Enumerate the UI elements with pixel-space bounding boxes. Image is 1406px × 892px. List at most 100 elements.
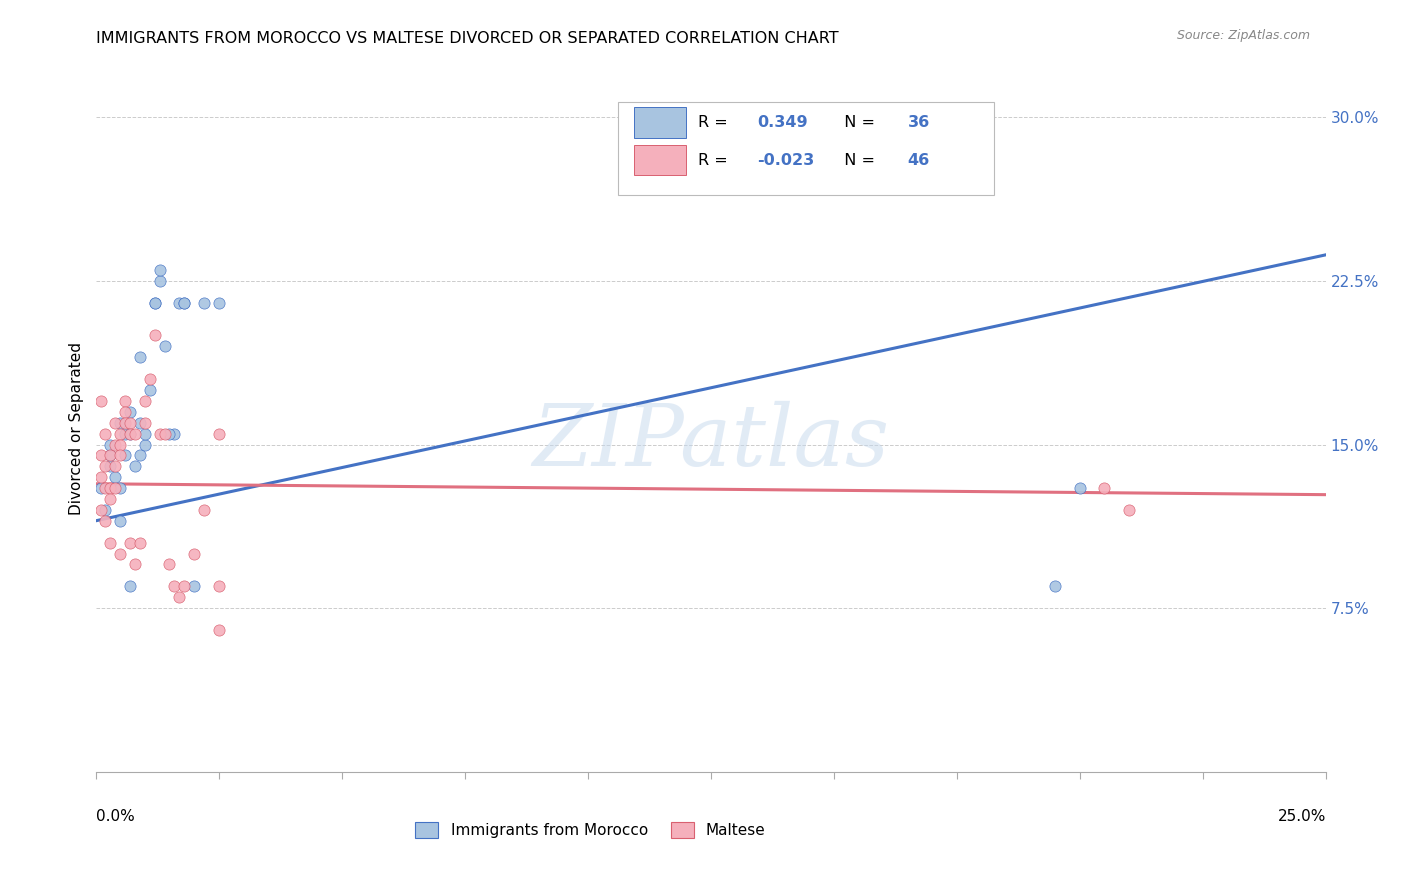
Text: Source: ZipAtlas.com: Source: ZipAtlas.com: [1177, 29, 1310, 42]
Point: [149, 274, 172, 288]
Legend: Immigrants from Morocco, Maltese: Immigrants from Morocco, Maltese: [409, 816, 772, 844]
Text: 36: 36: [908, 115, 929, 130]
Point: [90, 449, 112, 463]
Point: [94, 426, 117, 441]
Text: 0.349: 0.349: [758, 115, 808, 130]
Point: [173, 579, 195, 593]
Point: [208, 623, 231, 637]
Point: [134, 437, 156, 451]
Point: [143, 328, 166, 343]
Point: [110, 481, 132, 495]
Point: [183, 579, 205, 593]
Point: [98, 491, 122, 506]
Point: [138, 383, 162, 397]
Point: [94, 514, 117, 528]
Point: [153, 426, 176, 441]
Point: [173, 295, 195, 310]
Point: [193, 295, 215, 310]
Point: [129, 416, 152, 430]
Point: [120, 416, 141, 430]
Point: [138, 372, 162, 386]
Point: [110, 514, 132, 528]
Text: -0.023: -0.023: [758, 153, 814, 168]
Point: [120, 426, 141, 441]
Point: [104, 470, 127, 484]
Point: [104, 437, 127, 451]
Point: [183, 547, 205, 561]
Point: [110, 449, 132, 463]
Point: [193, 503, 215, 517]
FancyBboxPatch shape: [619, 102, 994, 194]
Point: [134, 393, 156, 408]
Point: [149, 263, 172, 277]
Point: [173, 295, 195, 310]
Point: [208, 579, 231, 593]
Point: [159, 558, 180, 572]
FancyBboxPatch shape: [634, 107, 686, 137]
Text: 46: 46: [908, 153, 929, 168]
Point: [120, 579, 141, 593]
Point: [114, 393, 136, 408]
Point: [208, 295, 231, 310]
Point: [163, 426, 186, 441]
Text: R =: R =: [699, 153, 734, 168]
Point: [143, 295, 166, 310]
Point: [124, 558, 146, 572]
Point: [1094, 481, 1116, 495]
Point: [169, 295, 191, 310]
Text: IMMIGRANTS FROM MOROCCO VS MALTESE DIVORCED OR SEPARATED CORRELATION CHART: IMMIGRANTS FROM MOROCCO VS MALTESE DIVOR…: [96, 31, 838, 46]
Point: [98, 449, 122, 463]
Point: [114, 449, 136, 463]
Y-axis label: Divorced or Separated: Divorced or Separated: [69, 342, 84, 515]
Point: [114, 405, 136, 419]
Point: [104, 481, 127, 495]
Point: [208, 426, 231, 441]
Point: [114, 426, 136, 441]
Point: [98, 535, 122, 549]
Point: [163, 579, 186, 593]
Point: [110, 547, 132, 561]
Point: [134, 426, 156, 441]
Text: R =: R =: [699, 115, 738, 130]
Point: [1118, 503, 1140, 517]
Point: [94, 459, 117, 474]
Text: 0.0%: 0.0%: [96, 809, 135, 823]
Point: [1045, 579, 1067, 593]
Text: N =: N =: [834, 115, 880, 130]
Point: [98, 437, 122, 451]
Point: [94, 503, 117, 517]
Text: N =: N =: [834, 153, 880, 168]
Point: [104, 459, 127, 474]
Point: [143, 295, 166, 310]
Point: [110, 426, 132, 441]
Point: [90, 503, 112, 517]
Point: [129, 535, 152, 549]
Point: [124, 426, 146, 441]
Point: [124, 459, 146, 474]
Point: [120, 405, 141, 419]
Point: [120, 426, 141, 441]
FancyBboxPatch shape: [634, 145, 686, 176]
Point: [159, 426, 180, 441]
Point: [149, 426, 172, 441]
Point: [129, 351, 152, 365]
Point: [90, 393, 112, 408]
Text: 25.0%: 25.0%: [1278, 809, 1326, 823]
Point: [134, 416, 156, 430]
Point: [90, 481, 112, 495]
Point: [110, 437, 132, 451]
Point: [98, 449, 122, 463]
Point: [98, 459, 122, 474]
Point: [110, 416, 132, 430]
Point: [129, 449, 152, 463]
Point: [120, 535, 141, 549]
Text: ZIPatlas: ZIPatlas: [531, 401, 890, 483]
Point: [169, 590, 191, 604]
Point: [114, 416, 136, 430]
Point: [98, 481, 122, 495]
Point: [94, 481, 117, 495]
Point: [153, 339, 176, 353]
Point: [90, 470, 112, 484]
Point: [1069, 481, 1091, 495]
Point: [104, 416, 127, 430]
